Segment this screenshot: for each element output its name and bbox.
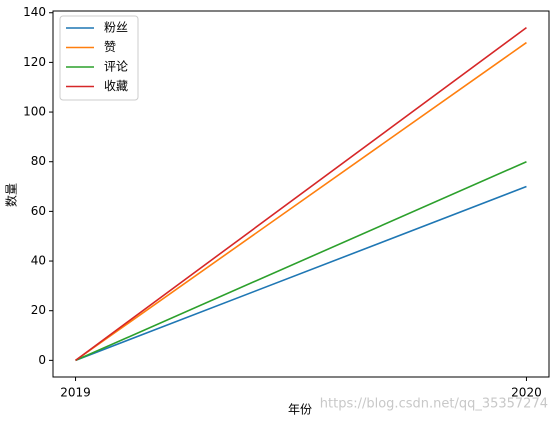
series-line xyxy=(75,41,527,362)
x-tick-label: 2020 xyxy=(511,386,542,400)
legend-label: 赞 xyxy=(104,40,116,54)
watermark: https://blog.csdn.net/qq_35357274 xyxy=(320,397,548,412)
legend-box xyxy=(59,15,139,101)
y-tick-label: 60 xyxy=(31,204,46,218)
series-line xyxy=(75,185,527,362)
y-axis-label: 数量 xyxy=(4,183,19,207)
legend-label: 评论 xyxy=(104,60,128,74)
y-tick-label: 40 xyxy=(31,254,46,268)
y-tick-label: 100 xyxy=(23,105,46,119)
plot-frame xyxy=(52,10,550,378)
y-tick-label: 120 xyxy=(23,55,46,69)
y-tick-label: 0 xyxy=(38,353,46,367)
series-line xyxy=(75,160,527,362)
legend-label: 粉丝 xyxy=(104,21,128,35)
y-tick-label: 80 xyxy=(31,154,46,168)
x-axis-label: 年份 xyxy=(288,403,312,417)
x-tick-label: 2019 xyxy=(60,386,91,400)
series-line xyxy=(75,26,527,362)
y-tick-label: 20 xyxy=(31,303,46,317)
y-tick-label: 140 xyxy=(23,5,46,19)
legend-label: 收藏 xyxy=(104,79,128,93)
